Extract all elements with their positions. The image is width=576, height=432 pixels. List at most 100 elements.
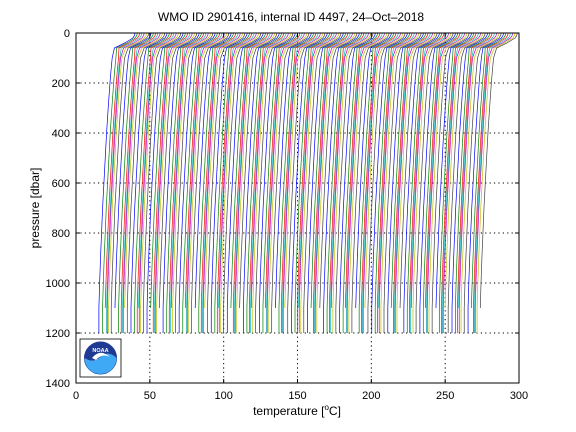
profile-line-37 [184, 33, 221, 309]
profile-line-50 [214, 33, 250, 333]
profile-line-52 [218, 33, 255, 309]
profile-line-95 [314, 33, 353, 333]
x-axis-label-unit: C] [329, 404, 341, 418]
profile-line-164 [474, 33, 511, 333]
y-tick-label-5: 1000 [46, 278, 70, 290]
profile-line-148 [438, 33, 475, 333]
profile-line-127 [390, 33, 427, 309]
profile-line-158 [458, 33, 498, 333]
x-axis-label-degree: o [324, 403, 329, 412]
profile-line-155 [455, 33, 491, 333]
profile-line-4 [106, 33, 145, 333]
profile-line-133 [403, 33, 440, 333]
profile-line-119 [371, 33, 408, 333]
profile-line-39 [186, 33, 225, 333]
profile-line-2 [104, 33, 140, 309]
profile-line-74 [266, 33, 305, 333]
profile-line-60 [234, 33, 273, 333]
profile-line-51 [216, 33, 253, 333]
profile-line-101 [330, 33, 367, 333]
profile-line-77 [275, 33, 312, 309]
profile-line-145 [428, 33, 468, 333]
profile-line-63 [243, 33, 280, 333]
profile-line-45 [202, 33, 239, 333]
profile-line-69 [255, 33, 294, 333]
profile-line-90 [303, 33, 342, 333]
profile-line-117 [364, 33, 404, 309]
profile-line-115 [362, 33, 399, 333]
profile-line-8 [118, 33, 154, 333]
logo-text: NOAA [92, 348, 108, 354]
profile-line-14 [130, 33, 168, 333]
profile-line-151 [442, 33, 482, 333]
profile-line-6 [110, 33, 150, 333]
y-tick-label-3: 600 [52, 178, 70, 190]
profile-line-134 [406, 33, 443, 333]
profile-line-162 [471, 33, 507, 309]
profile-line-96 [316, 33, 356, 333]
profile-line-49 [210, 33, 248, 333]
profile-line-53 [218, 33, 257, 333]
profile-line-118 [367, 33, 406, 333]
profile-line-28 [162, 33, 200, 333]
profile-line-33 [172, 33, 211, 333]
x-tick-label-4: 200 [362, 390, 380, 402]
profile-line-135 [409, 33, 445, 333]
profile-line-20 [142, 33, 182, 333]
profile-line-13 [126, 33, 166, 333]
x-axis-label-text: temperature [ [253, 404, 325, 418]
profile-line-24 [154, 33, 191, 333]
profile-line-35 [178, 33, 216, 333]
profile-line-81 [282, 33, 321, 333]
y-tick-label-7: 1400 [46, 378, 70, 390]
profile-line-121 [377, 33, 413, 333]
profile-line-46 [202, 33, 241, 333]
profile-line-131 [396, 33, 436, 333]
profile-line-111 [351, 33, 390, 333]
profile-line-116 [362, 33, 401, 333]
profile-line-126 [387, 33, 424, 333]
profile-line-59 [234, 33, 271, 333]
profile-line-22 [150, 33, 186, 309]
profile-line-107 [345, 33, 381, 309]
y-tick-label-2: 400 [52, 128, 70, 140]
profile-line-12 [124, 33, 163, 309]
profile-line-64 [246, 33, 282, 333]
profile-line-97 [319, 33, 358, 309]
profile-line-15 [134, 33, 170, 333]
y-axis-label: pressure [dbar] [28, 168, 42, 249]
profile-line-32 [170, 33, 209, 309]
profile-line-11 [122, 33, 161, 333]
profile-line-1 [102, 33, 138, 333]
profile-line-152 [444, 33, 484, 309]
profile-line-67 [250, 33, 289, 309]
profile-line-31 [170, 33, 207, 333]
profile-line-0 [98, 33, 136, 333]
profile-line-166 [476, 33, 516, 333]
profile-line-123 [378, 33, 417, 333]
profile-line-105 [339, 33, 376, 333]
profile-line-76 [271, 33, 310, 333]
profile-line-94 [314, 33, 351, 333]
profile-line-73 [266, 33, 303, 333]
profile-line-3 [106, 33, 143, 333]
profile-line-149 [441, 33, 477, 333]
profile-line-47 [204, 33, 243, 309]
profile-line-147 [435, 33, 472, 309]
profile-line-100 [329, 33, 365, 333]
profile-line-160 [463, 33, 502, 333]
profile-line-82 [284, 33, 324, 309]
profile-line-78 [278, 33, 314, 333]
profile-line-25 [154, 33, 193, 333]
profile-line-163 [473, 33, 509, 333]
profile-line-136 [410, 33, 447, 333]
profile-line-27 [159, 33, 198, 309]
x-tick-label-2: 100 [214, 390, 232, 402]
profile-line-23 [152, 33, 189, 333]
profile-line-55 [223, 33, 262, 333]
profile-line-87 [298, 33, 335, 309]
profile-line-132 [399, 33, 438, 309]
profile-line-30 [168, 33, 205, 333]
profile-line-79 [280, 33, 317, 333]
